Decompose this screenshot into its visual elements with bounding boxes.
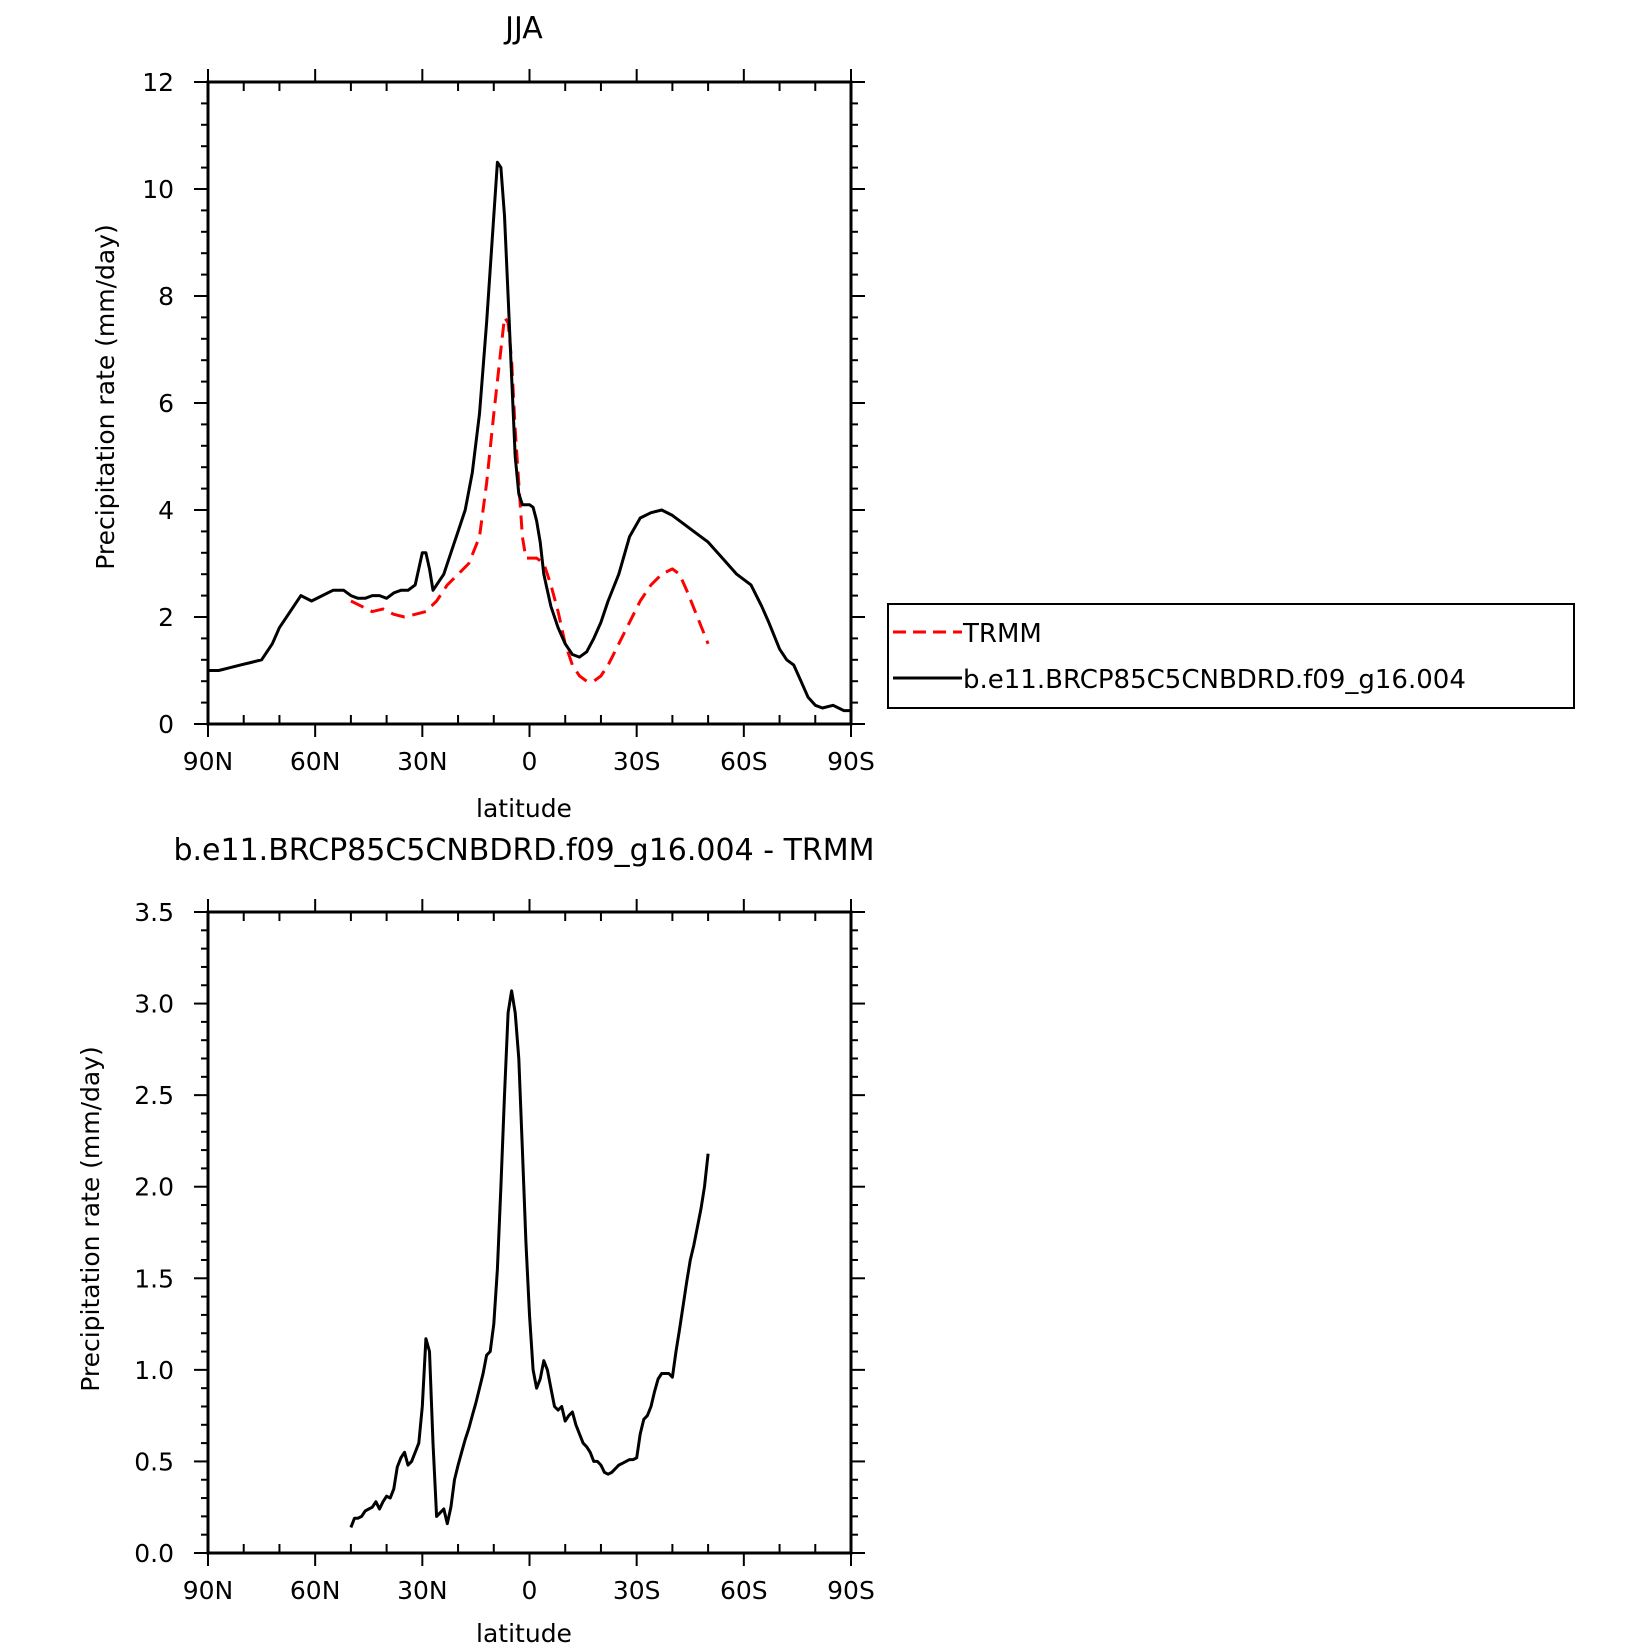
- x-tick-label: 60S: [720, 1576, 768, 1605]
- x-tick-label: 30N: [397, 1576, 448, 1605]
- x-tick-label: 90N: [183, 1576, 234, 1605]
- legend-box: [887, 603, 1575, 709]
- y-tick-label: 0: [158, 710, 174, 739]
- x-tick-label: 30S: [613, 747, 661, 776]
- x-tick-label: 90N: [183, 747, 234, 776]
- legend: TRMM b.e11.BRCP85C5CNBDRD.f09_g16.004: [887, 603, 1575, 709]
- x-tick-label: 60N: [290, 1576, 341, 1605]
- y-tick-label: 2.5: [134, 1081, 174, 1110]
- top-chart-title: JJA: [503, 11, 543, 46]
- bottom-x-axis-label: latitude: [476, 1619, 572, 1647]
- y-tick-label: 2.0: [134, 1173, 174, 1202]
- plot-frame: [206, 80, 853, 726]
- y-tick-label: 2: [158, 603, 174, 632]
- x-tick-label: 0: [522, 1576, 538, 1605]
- y-tick-label: 12: [142, 68, 174, 97]
- y-tick-label: 10: [142, 175, 174, 204]
- series-line-0: [350, 315, 710, 683]
- x-tick-label: 60S: [720, 747, 768, 776]
- series-line-0: [349, 989, 710, 1528]
- y-tick-label: 0.5: [134, 1447, 174, 1476]
- legend-model-label: b.e11.BRCP85C5CNBDRD.f09_g16.004: [963, 665, 1466, 695]
- bottom-axes: 90N 60N 30N 0 30S 60S 90S 0.0 0.5 1.0 1.5 2.0 2.5 3.0…: [134, 898, 875, 1605]
- y-tick-label: 8: [158, 282, 174, 311]
- bottom-y-axis-label: Precipitation rate (mm/day): [76, 1046, 105, 1392]
- top-axes: 90N 60N 30N 0 30S 60S 90S 0 2 4 6 8 10 12: [142, 68, 875, 776]
- x-tick-label: 60N: [290, 747, 341, 776]
- bottom-chart-title: b.e11.BRCP85C5CNBDRD.f09_g16.004 - TRMM: [173, 833, 874, 868]
- y-tick-label: 1.5: [134, 1264, 174, 1293]
- x-tick-label: 0: [522, 747, 538, 776]
- plot-frame: [206, 910, 853, 1555]
- y-tick-label: 4: [158, 496, 174, 525]
- top-panel: JJA 90N 60N 30N 0 30S 60S 90S 0 2 4 6 8 10 12 latitud…: [91, 11, 1575, 823]
- y-tick-label: 6: [158, 389, 174, 418]
- x-tick-label: 30S: [613, 1576, 661, 1605]
- series-line-1: [208, 160, 851, 713]
- x-tick-label: 90S: [827, 1576, 875, 1605]
- y-tick-label: 1.0: [134, 1356, 174, 1385]
- y-tick-label: 3.5: [134, 898, 174, 927]
- legend-trmm-label: TRMM: [962, 619, 1042, 649]
- top-y-axis-label: Precipitation rate (mm/day): [91, 224, 120, 570]
- x-tick-label: 30N: [397, 747, 448, 776]
- top-x-axis-label: latitude: [476, 794, 572, 823]
- bottom-series-group: [349, 989, 710, 1528]
- top-series-group: [208, 160, 851, 713]
- bottom-panel: b.e11.BRCP85C5CNBDRD.f09_g16.004 - TRMM …: [76, 833, 875, 1647]
- y-tick-label: 0.0: [134, 1539, 174, 1568]
- y-tick-label: 3.0: [134, 990, 174, 1019]
- x-tick-label: 90S: [827, 747, 875, 776]
